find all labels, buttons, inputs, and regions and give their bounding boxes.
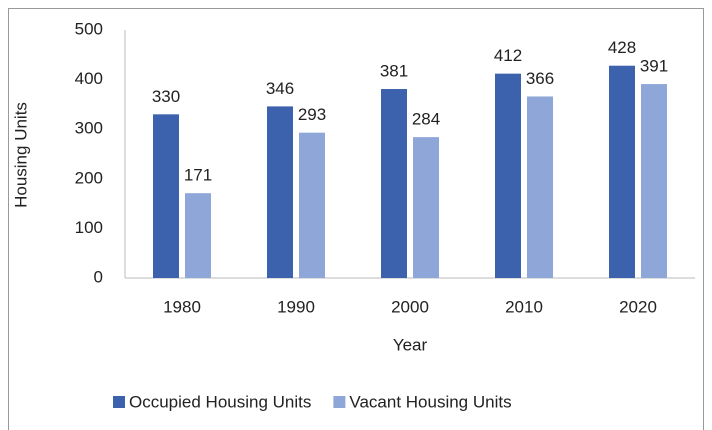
y-tick-label: 300 xyxy=(75,119,103,138)
bar xyxy=(381,89,407,278)
data-label: 412 xyxy=(494,46,522,65)
data-label: 391 xyxy=(640,57,668,76)
data-label: 330 xyxy=(152,87,180,106)
bar xyxy=(267,106,293,278)
x-tick-label: 2010 xyxy=(505,297,543,316)
bar xyxy=(153,114,179,278)
data-label: 284 xyxy=(412,110,440,129)
legend-swatch xyxy=(113,396,125,408)
data-label: 428 xyxy=(608,38,636,57)
y-tick-label: 0 xyxy=(94,267,103,286)
x-axis-title: Year xyxy=(393,335,428,354)
y-axis-title: Housing Units xyxy=(11,102,30,208)
y-tick-label: 200 xyxy=(75,168,103,187)
y-tick-label: 500 xyxy=(75,19,103,38)
y-tick-label: 100 xyxy=(75,218,103,237)
legend-label: Occupied Housing Units xyxy=(129,392,311,411)
x-tick-label: 2020 xyxy=(619,297,657,316)
bar xyxy=(413,137,439,278)
x-tick-label: 2000 xyxy=(391,297,429,316)
legend-swatch xyxy=(333,396,346,408)
chart-border xyxy=(8,8,704,430)
x-tick-label: 1980 xyxy=(163,297,201,316)
data-label: 293 xyxy=(298,105,326,124)
bar xyxy=(299,132,325,278)
bar xyxy=(185,193,211,278)
data-label: 366 xyxy=(526,69,554,88)
bar xyxy=(609,65,635,278)
x-tick-label: 1990 xyxy=(277,297,315,316)
bar xyxy=(641,84,667,279)
data-label: 171 xyxy=(184,166,212,185)
y-tick-label: 400 xyxy=(75,69,103,88)
bar xyxy=(527,96,553,279)
legend-label: Vacant Housing Units xyxy=(349,392,511,411)
bar xyxy=(495,73,521,278)
data-label: 381 xyxy=(380,62,408,81)
data-label: 346 xyxy=(266,79,294,98)
